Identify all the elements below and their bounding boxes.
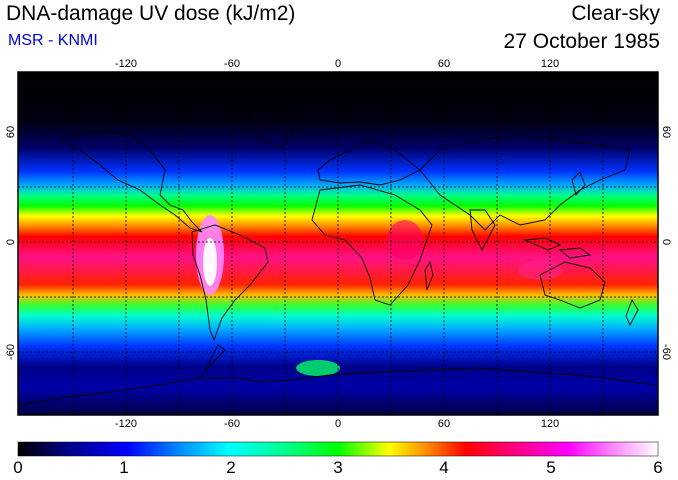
lon-label: 60 (438, 418, 450, 430)
lat-label: -60 (5, 344, 17, 360)
lat-label: 0 (5, 239, 17, 245)
colorbar-label: 2 (226, 458, 236, 477)
sky-condition: Clear-sky (571, 2, 660, 25)
lon-label: -120 (115, 418, 137, 430)
coastlines (19, 107, 656, 406)
lon-label: -60 (224, 418, 240, 430)
lon-label: 60 (438, 58, 450, 70)
map-subtitle: MSR - KNMI (8, 32, 98, 49)
lon-label: -120 (115, 58, 137, 70)
map-frame (17, 71, 659, 416)
colorbar-label: 3 (333, 458, 343, 477)
lon-label: 120 (541, 58, 559, 70)
colorbar-label: 0 (13, 458, 23, 477)
lon-label: 0 (335, 418, 341, 430)
map-title: DNA-damage UV dose (kJ/m2) (6, 2, 296, 25)
colorbar-label: 5 (546, 458, 556, 477)
lon-labels-top: -120 -60 0 60 120 (115, 58, 559, 70)
lat-label: 60 (5, 126, 17, 138)
map-date: 27 October 1985 (503, 30, 660, 53)
lon-label: 120 (541, 418, 559, 430)
colorbar (17, 441, 659, 457)
uv-field (18, 72, 658, 415)
lat-labels-right: 60 0 -60 (660, 126, 672, 360)
colorbar-label: 4 (439, 458, 449, 477)
uv-field-details (196, 215, 562, 376)
lat-label: 0 (660, 239, 672, 245)
colorbar-label: 1 (119, 458, 129, 477)
lat-labels-left: 60 0 -60 (5, 126, 17, 360)
colorbar-label: 6 (653, 458, 663, 477)
lon-labels-bottom: -120 -60 0 60 120 (115, 418, 559, 430)
graticule (18, 72, 658, 415)
lon-label: -60 (224, 58, 240, 70)
lat-label: -60 (660, 344, 672, 360)
lat-label: 60 (660, 126, 672, 138)
lon-label: 0 (335, 58, 341, 70)
